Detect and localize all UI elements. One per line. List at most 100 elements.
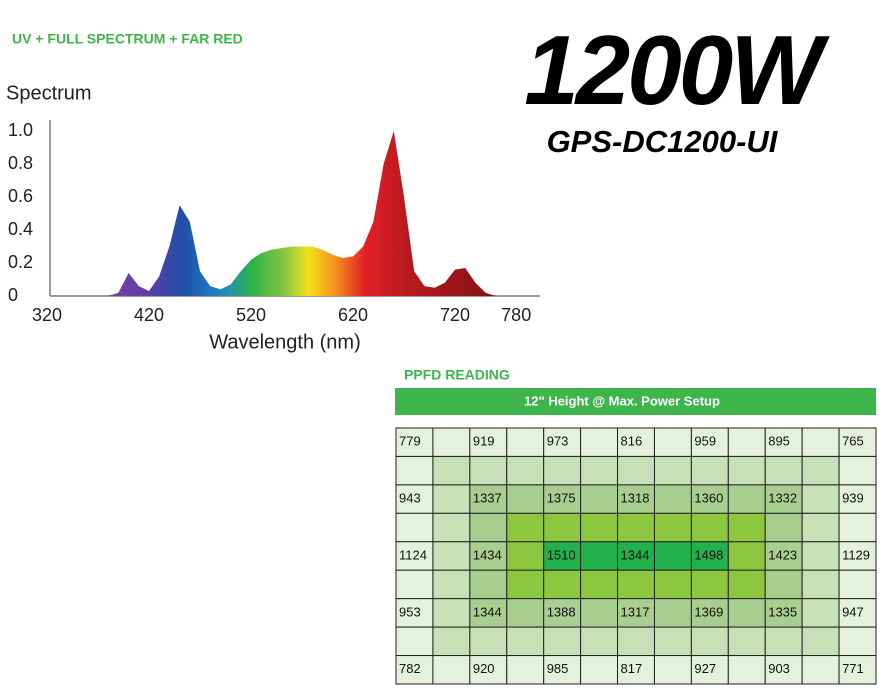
chart-title: Spectrum xyxy=(6,82,92,104)
grid-cell xyxy=(801,598,840,628)
x-tick-label: 720 xyxy=(440,305,470,325)
grid-cell xyxy=(506,655,545,685)
ppfd-value: 1344 xyxy=(621,547,650,562)
grid-cell xyxy=(469,569,508,600)
model: GPS-DC1200-UI xyxy=(547,124,779,159)
grid-cell xyxy=(580,569,619,600)
grid-cell xyxy=(727,484,766,514)
ppfd-value: 1344 xyxy=(473,604,502,619)
grid-cell xyxy=(580,598,619,628)
grid-cell xyxy=(653,484,692,514)
grid-cell xyxy=(543,512,582,543)
ppfd-value: 1335 xyxy=(768,604,797,619)
ppfd-value: 939 xyxy=(842,491,864,506)
ppfd-value: 920 xyxy=(473,661,495,676)
grid-cell xyxy=(727,541,766,571)
grid-cell xyxy=(469,541,508,571)
grid-cell xyxy=(469,655,508,685)
grid-cell xyxy=(727,569,766,600)
ppfd-value: 903 xyxy=(768,661,790,676)
grid-cell xyxy=(543,427,582,457)
grid-cell xyxy=(432,598,471,628)
ppfd-value: 919 xyxy=(473,434,495,449)
grid-cell xyxy=(764,541,803,571)
ppfd-value: 771 xyxy=(842,661,864,676)
grid-cell xyxy=(395,541,434,571)
ppfd-value: 1510 xyxy=(547,547,576,562)
x-tick-label: 780 xyxy=(501,305,531,325)
ppfd-value: 927 xyxy=(694,661,716,676)
grid-cell xyxy=(764,455,803,486)
ppfd-value: 1129 xyxy=(842,547,870,562)
grid-cell xyxy=(469,455,508,486)
grid-cell xyxy=(395,598,434,628)
grid-cell xyxy=(690,598,729,628)
grid-cell xyxy=(580,512,619,543)
x-tick-label: 420 xyxy=(134,305,164,325)
grid-cell xyxy=(432,427,471,457)
grid-cell xyxy=(432,484,471,514)
grid-cell xyxy=(838,598,877,628)
grid-cell xyxy=(727,598,766,628)
grid-cell xyxy=(653,427,692,457)
ppfd-value: 817 xyxy=(621,661,643,676)
grid-cell xyxy=(617,598,655,628)
ppfd-value: 895 xyxy=(768,434,790,449)
grid-cell xyxy=(727,427,766,457)
grid-cell xyxy=(432,569,471,600)
grid-cell xyxy=(469,484,508,514)
ppfd-value: 1332 xyxy=(768,491,797,506)
grid-cell xyxy=(395,569,434,600)
grid-cell xyxy=(395,512,434,543)
grid-cell xyxy=(432,455,471,486)
grid-cell xyxy=(506,569,545,600)
ppfd-value: 782 xyxy=(399,661,421,676)
grid-cell xyxy=(469,626,508,657)
grid-cell xyxy=(838,427,877,457)
y-tick-label: 0.6 xyxy=(8,186,33,206)
grid-cell xyxy=(653,655,692,685)
grid-cell xyxy=(432,512,471,543)
ppfd-value: 947 xyxy=(842,604,864,619)
grid-cell xyxy=(801,626,840,657)
ppfd-value: 1388 xyxy=(547,604,576,619)
grid-cell xyxy=(764,655,803,685)
ppfd-grid: 779 919 973 816 959 895 765 943 1337 1375 1318 1360… xyxy=(395,427,877,685)
ppfd-value: 1360 xyxy=(694,491,723,506)
grid-cell xyxy=(653,512,692,543)
grid-cell xyxy=(580,455,619,486)
grid-cell xyxy=(764,569,803,600)
grid-cell xyxy=(727,626,766,657)
grid-cell xyxy=(690,455,729,486)
grid-cell xyxy=(653,569,692,600)
grid-cell xyxy=(764,484,803,514)
ppfd-value: 1434 xyxy=(473,547,502,562)
ppfd-value: 1375 xyxy=(547,491,576,506)
spectrum-chart: 0 0.2 0.4 0.6 0.8 1.0 320 420 520 620 720 780 xyxy=(8,120,531,325)
grid-cell xyxy=(580,626,619,657)
wattage: 1200W xyxy=(524,15,830,125)
grid-cell xyxy=(653,598,692,628)
grid-cell xyxy=(543,626,582,657)
grid-cell xyxy=(727,512,766,543)
grid-cell xyxy=(801,541,840,571)
grid-cell xyxy=(469,512,508,543)
grid-cell xyxy=(580,655,619,685)
grid-cell xyxy=(617,655,655,685)
grid-cell xyxy=(617,541,655,571)
ppfd-value: 816 xyxy=(621,434,643,449)
x-axis-label: Wavelength (nm) xyxy=(209,331,361,353)
grid-cell xyxy=(432,541,471,571)
grid-cell xyxy=(838,512,877,543)
grid-cell xyxy=(580,541,619,571)
grid-cell xyxy=(838,626,877,657)
grid-cell xyxy=(580,427,619,457)
y-tick-label: 0 xyxy=(8,285,18,305)
ppfd-value: 1317 xyxy=(621,604,650,619)
grid-cell xyxy=(580,484,619,514)
ppfd-value: 1124 xyxy=(399,547,427,562)
subtitle: UV + FULL SPECTRUM + FAR RED xyxy=(12,31,243,47)
grid-cell xyxy=(801,512,840,543)
ppfd-value: 1498 xyxy=(694,547,723,562)
